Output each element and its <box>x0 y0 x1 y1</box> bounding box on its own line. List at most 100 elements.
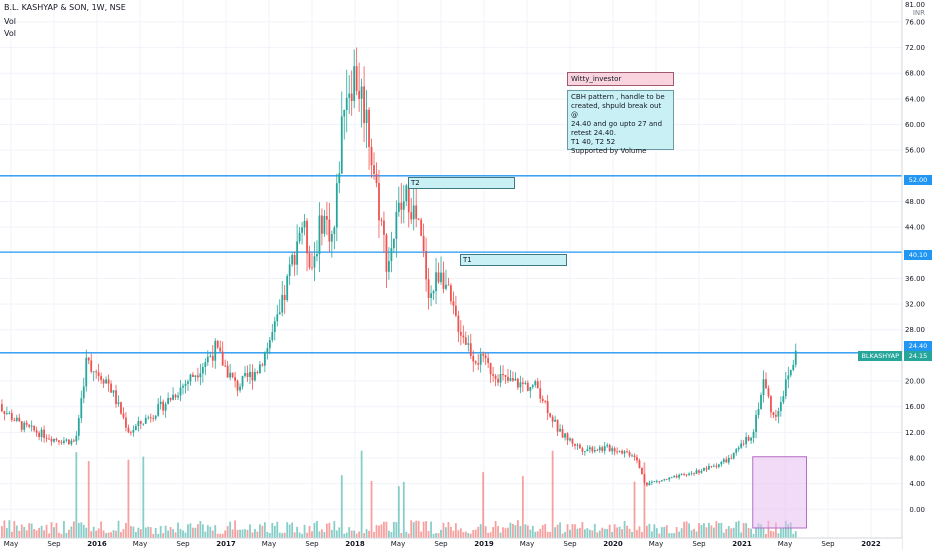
candle-body <box>675 475 678 478</box>
candle-body <box>388 261 390 272</box>
volume-bar <box>117 520 120 538</box>
x-tick-label: May <box>4 540 18 548</box>
volume-bar <box>192 527 194 538</box>
candle-body <box>370 146 373 166</box>
candle-body <box>306 220 308 254</box>
volume-bar <box>286 522 289 538</box>
candle-body <box>30 425 33 427</box>
candle-body <box>512 378 514 381</box>
candle-body <box>236 380 239 391</box>
breakout-price-tag: 24.40 <box>904 341 932 351</box>
candle-body <box>459 331 462 336</box>
candle-body <box>137 421 140 427</box>
candle-body <box>174 394 177 398</box>
candle-body <box>402 201 405 210</box>
volume-bar <box>236 529 239 538</box>
volume-bar <box>603 528 606 538</box>
volume-bar <box>690 530 693 538</box>
candle-body <box>546 401 549 414</box>
candle-body <box>549 413 552 417</box>
candle-body <box>355 66 358 91</box>
volume-bar <box>400 532 403 538</box>
x-tick-label: May <box>649 540 663 548</box>
volume-bar <box>770 530 772 538</box>
candle-body <box>189 374 192 382</box>
y-tick-label: 36.00 <box>905 275 925 283</box>
volume-bar <box>164 525 167 538</box>
candle-body <box>603 446 606 451</box>
volume-bar <box>348 527 351 538</box>
volume-bar <box>139 529 142 538</box>
volume-bar <box>740 532 743 538</box>
volume-bar <box>122 529 125 538</box>
candle-body <box>492 374 494 376</box>
candle-body <box>631 455 633 457</box>
volume-bar <box>474 529 477 538</box>
candle-body <box>125 417 127 428</box>
candle-body <box>417 218 420 220</box>
candle-body <box>539 388 542 399</box>
candle-body <box>20 421 23 430</box>
candle-body <box>72 440 75 442</box>
volume-bar <box>397 486 400 538</box>
candle-body <box>598 447 601 451</box>
author-note[interactable]: Witty_investor <box>567 72 674 86</box>
analysis-note[interactable]: CBH pattern , handle to be created, shpu… <box>567 90 674 155</box>
symbol-title: B.L. KASHYAP & SON, 1W, NSE <box>4 3 126 12</box>
volume-bar <box>752 533 755 538</box>
volume-bar <box>182 530 184 538</box>
volume-bar <box>358 531 361 538</box>
candle-body <box>273 321 276 332</box>
candle-body <box>479 354 482 365</box>
candle-body <box>219 347 222 352</box>
y-tick-label: 76.00 <box>905 18 925 26</box>
volume-bar <box>688 523 690 538</box>
volume-bar <box>717 523 720 538</box>
volume-bar <box>159 526 162 538</box>
volume-bar <box>757 523 760 538</box>
volume-bar <box>45 524 48 538</box>
x-tick-label: 2021 <box>732 540 752 548</box>
volume-bar <box>477 526 480 538</box>
volume-bar <box>437 533 440 538</box>
y-tick-label: 12.00 <box>905 429 925 437</box>
volume-bar <box>306 532 308 538</box>
candle-body <box>571 438 574 444</box>
volume-bar <box>653 524 656 538</box>
volume-bar <box>268 533 271 538</box>
volume-bar <box>524 524 527 538</box>
target-t1-label[interactable]: T1 <box>460 254 567 266</box>
candle-body <box>477 363 480 365</box>
target-t2-label[interactable]: T2 <box>408 177 515 189</box>
volume-bar <box>184 532 187 538</box>
candle-body <box>779 402 782 412</box>
candle-body <box>690 472 693 474</box>
candle-body <box>8 413 11 414</box>
candle-body <box>199 373 202 378</box>
candle-body <box>693 472 695 474</box>
volume-bar <box>97 528 100 538</box>
candle-body <box>442 272 445 289</box>
volume-bar <box>492 527 494 538</box>
indicator-vol-1[interactable]: Vol <box>4 17 16 26</box>
candle-body <box>708 465 710 470</box>
volume-bar <box>779 528 782 538</box>
candle-body <box>517 378 519 388</box>
candle-body <box>727 457 730 463</box>
volume-bar <box>110 532 112 538</box>
candle-body <box>216 340 219 348</box>
volume-bar <box>730 528 733 538</box>
volume-bar <box>55 522 58 538</box>
volume-bar <box>318 531 321 538</box>
volume-bar <box>499 532 502 538</box>
volume-bar <box>82 524 85 538</box>
volume-bar <box>442 522 445 538</box>
volume-bar <box>23 527 26 538</box>
candle-body <box>375 174 378 184</box>
candle-body <box>261 364 264 366</box>
volume-bar <box>144 527 147 538</box>
volume-bar <box>579 527 581 538</box>
indicator-vol-2[interactable]: Vol <box>4 29 16 38</box>
volume-bar <box>412 522 415 538</box>
volume-bar <box>633 481 636 538</box>
